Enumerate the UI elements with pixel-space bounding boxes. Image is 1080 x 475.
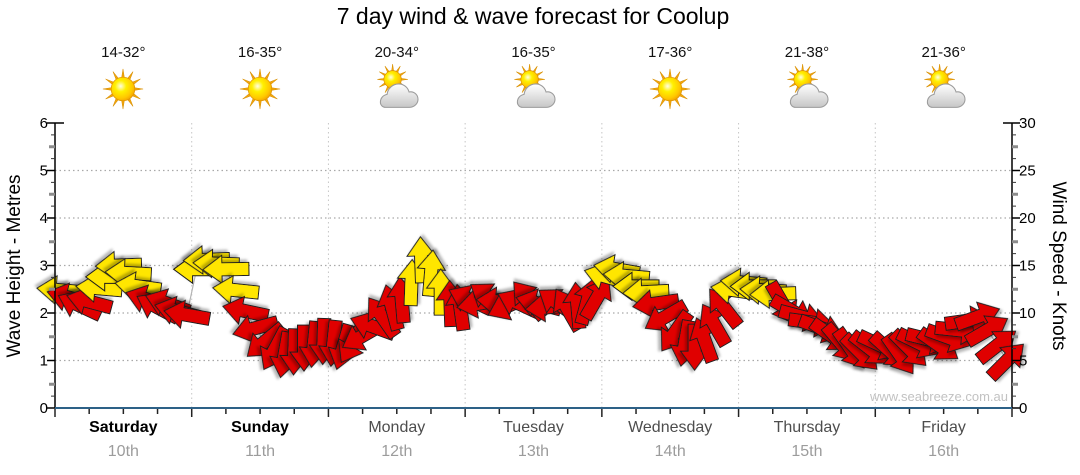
day-date: 11th <box>245 443 276 460</box>
cloud-shape <box>789 83 829 108</box>
day-temp-range: 20-34° <box>374 44 419 61</box>
left-axis-tick-label: 6 <box>40 115 48 132</box>
cloud-shape <box>379 83 419 108</box>
wind-arrow <box>202 254 250 285</box>
wind-arrow <box>163 299 212 330</box>
left-axis-tick-label: 2 <box>40 305 48 322</box>
watermark: www.seabreeze.com.au <box>869 389 1008 404</box>
right-axis-tick-label: 15 <box>1019 258 1036 275</box>
left-axis-tick-label: 1 <box>40 353 48 370</box>
day-temp-range: 21-36° <box>921 44 966 61</box>
page-title: 7 day wind & wave forecast for Coolup <box>336 3 730 29</box>
day-date: 16th <box>928 443 960 460</box>
right-axis-tick-label: 30 <box>1019 115 1036 132</box>
sun-icon <box>95 61 151 117</box>
day-date: 12th <box>381 443 413 460</box>
left-axis-tick-label: 5 <box>40 163 48 180</box>
sun-cloud-icon <box>916 61 972 117</box>
sun-icon <box>642 61 698 117</box>
right-axis-tick-label: 5 <box>1019 353 1027 370</box>
cloud-shape <box>516 83 556 108</box>
wind-arrow <box>66 286 114 316</box>
day-temp-range: 16-35° <box>511 44 556 61</box>
left-axis-tick-label: 0 <box>40 400 48 417</box>
right-axis-tick-label: 0 <box>1019 400 1027 417</box>
sun-cloud-icon <box>369 61 425 117</box>
day-temp-range: 21-38° <box>784 44 830 61</box>
day-name: Sunday <box>231 419 289 436</box>
wind-arrow <box>644 298 690 332</box>
right-axis-tick-label: 20 <box>1019 210 1036 227</box>
sun-shape <box>239 68 281 110</box>
day-date: 14th <box>654 443 686 460</box>
day-name: Tuesday <box>503 419 564 436</box>
sun-icon <box>232 61 288 117</box>
wind-arrow <box>211 274 260 305</box>
left-axis-tick-label: 3 <box>40 258 48 275</box>
sun-shape <box>650 68 691 110</box>
day-temp-range: 17-36° <box>648 44 693 61</box>
wind-arrow <box>222 295 270 326</box>
wind-arrow <box>985 343 1024 383</box>
sun-shape <box>103 68 144 110</box>
left-axis-tick-label: 4 <box>40 210 48 227</box>
right-axis-tick-label: 10 <box>1019 305 1036 322</box>
day-name: Wednesday <box>628 419 713 436</box>
wind-arrow <box>963 315 1009 348</box>
sun-cloud-icon <box>506 61 562 117</box>
day-temp-range: 16-35° <box>237 44 283 61</box>
wind-arrow <box>579 277 612 322</box>
left-axis-label: Wave Height - Metres <box>4 174 25 358</box>
cloud-shape <box>926 83 966 108</box>
right-axis-label: Wind Speed - Knots <box>1048 181 1069 351</box>
day-name: Monday <box>368 419 426 436</box>
day-temp-range: 14-32° <box>101 44 146 61</box>
day-name: Thursday <box>773 419 841 436</box>
sun-cloud-icon <box>779 61 835 117</box>
day-date: 10th <box>107 443 139 460</box>
day-name: Saturday <box>89 419 158 436</box>
day-date: 15th <box>791 443 823 460</box>
day-date: 13th <box>517 443 550 460</box>
day-name: Friday <box>921 419 966 436</box>
right-axis-tick-label: 25 <box>1019 163 1036 180</box>
